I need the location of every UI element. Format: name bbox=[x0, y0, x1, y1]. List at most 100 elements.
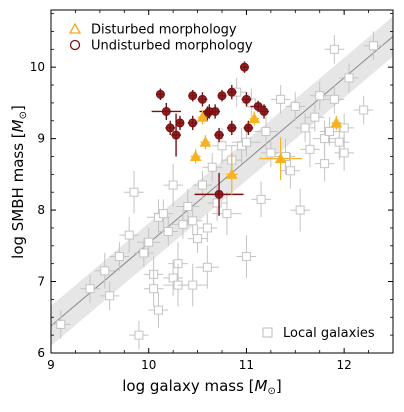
legend-label: Undisturbed morphology bbox=[91, 39, 253, 54]
y-tick-label: 9 bbox=[37, 132, 45, 146]
local-galaxy-point bbox=[324, 35, 345, 64]
local-galaxy-point bbox=[124, 170, 144, 214]
y-axis-label: log SMBH mass [M⊙] bbox=[9, 105, 29, 259]
undisturbed-point bbox=[151, 102, 181, 121]
disturbed-marker bbox=[196, 111, 209, 122]
undisturbed-marker bbox=[227, 87, 237, 97]
local-galaxy-point bbox=[319, 117, 340, 146]
local-galaxy-point bbox=[270, 85, 291, 114]
local-galaxy-point bbox=[192, 170, 213, 200]
local-galaxy-marker bbox=[129, 187, 139, 197]
undisturbed-point bbox=[155, 88, 165, 101]
local-galaxy-marker bbox=[188, 216, 198, 226]
local-galaxy-marker bbox=[193, 234, 203, 244]
undisturbed-point bbox=[226, 85, 237, 100]
local-galaxy-marker bbox=[85, 284, 95, 294]
disturbed-marker bbox=[330, 116, 343, 128]
local-galaxy-marker bbox=[188, 280, 198, 290]
local-galaxy-marker bbox=[276, 94, 286, 104]
undisturbed-marker bbox=[214, 130, 224, 140]
local-galaxy-marker bbox=[197, 180, 207, 190]
undisturbed-layer bbox=[151, 61, 269, 216]
local-galaxy-point bbox=[136, 227, 161, 257]
disturbed-point bbox=[199, 135, 212, 150]
undisturbed-marker bbox=[253, 101, 263, 111]
x-axis-label: log galaxy mass [M⊙] bbox=[122, 377, 282, 397]
undisturbed-marker bbox=[165, 123, 175, 133]
relation-band-layer bbox=[51, 16, 393, 346]
local-galaxy-marker bbox=[139, 248, 149, 258]
disturbed-point bbox=[189, 149, 202, 164]
local-galaxy-point bbox=[261, 138, 281, 168]
local-galaxy-marker bbox=[329, 44, 339, 54]
local-galaxy-marker bbox=[158, 209, 168, 219]
x-tick-label: 9 bbox=[47, 358, 55, 372]
local-galaxy-point bbox=[143, 270, 164, 307]
undisturbed-point bbox=[165, 120, 176, 136]
undisturbed-point bbox=[175, 115, 185, 131]
axis-ticks: 9 10 11 12 6 7 8 9 10 bbox=[30, 10, 394, 372]
local-galaxy-marker bbox=[368, 41, 378, 51]
local-galaxy-marker bbox=[339, 123, 349, 133]
disturbed-marker bbox=[248, 112, 261, 124]
legend-entry: Undisturbed morphology bbox=[69, 39, 253, 54]
local-galaxy-point bbox=[119, 217, 139, 253]
disturbed-point bbox=[196, 110, 209, 125]
y-tick-label: 10 bbox=[30, 60, 45, 74]
local-galaxy-marker bbox=[163, 227, 173, 237]
local-galaxy-point bbox=[109, 242, 130, 271]
disturbed-point bbox=[248, 111, 261, 126]
local-galaxy-marker bbox=[305, 144, 315, 154]
local-galaxy-point bbox=[254, 113, 278, 150]
local-galaxy-marker bbox=[285, 166, 295, 176]
disturbed-point bbox=[225, 152, 238, 196]
undisturbed-marker bbox=[161, 106, 171, 116]
local-galaxy-point bbox=[236, 235, 257, 278]
y-tick-label: 6 bbox=[37, 346, 45, 360]
local-galaxy-point bbox=[363, 31, 384, 61]
legend-entry: Disturbed morphology bbox=[68, 22, 237, 38]
x-tick-label: 12 bbox=[337, 358, 352, 372]
undisturbed-point bbox=[187, 115, 198, 131]
undisturbed-point bbox=[239, 61, 249, 73]
undisturbed-point bbox=[194, 172, 244, 216]
local-galaxy-marker bbox=[153, 305, 163, 315]
x-tick-label: 10 bbox=[141, 358, 156, 372]
undisturbed-point bbox=[241, 92, 252, 107]
local-galaxy-marker bbox=[266, 148, 276, 158]
circle-icon bbox=[69, 39, 81, 51]
local-galaxy-point bbox=[353, 95, 374, 125]
local-galaxy-point bbox=[329, 124, 350, 161]
local-galaxy-marker bbox=[207, 162, 217, 172]
undisturbed-marker bbox=[214, 189, 224, 199]
disturbed-marker bbox=[225, 168, 238, 179]
local-galaxy-point bbox=[134, 238, 154, 268]
local-galaxy-marker bbox=[149, 284, 159, 294]
undisturbed-point bbox=[243, 120, 254, 136]
y-tick-label: 8 bbox=[37, 203, 45, 217]
local-galaxy-marker bbox=[300, 123, 310, 133]
undisturbed-marker bbox=[197, 94, 207, 104]
undisturbed-marker bbox=[217, 91, 227, 101]
local-galaxy-marker bbox=[105, 291, 115, 301]
local-galaxy-point bbox=[187, 224, 208, 253]
local-galaxy-marker bbox=[217, 141, 227, 151]
local-galaxy-marker bbox=[124, 230, 134, 240]
undisturbed-marker bbox=[239, 62, 249, 72]
local-galaxy-point bbox=[309, 81, 330, 111]
local-galaxy-point bbox=[334, 135, 354, 171]
undisturbed-point bbox=[226, 120, 237, 136]
local-galaxy-marker bbox=[359, 105, 369, 115]
local-galaxy-point bbox=[129, 320, 149, 350]
disturbed-point bbox=[330, 115, 343, 131]
local-galaxy-marker bbox=[178, 219, 188, 229]
disturbed-marker bbox=[199, 136, 212, 147]
local-galaxy-point bbox=[202, 152, 222, 182]
local-galaxy-marker bbox=[320, 134, 330, 144]
triangle-icon bbox=[68, 22, 82, 34]
disturbed-point bbox=[259, 137, 303, 181]
local-galaxy-marker bbox=[241, 137, 251, 147]
local-galaxy-marker bbox=[329, 94, 339, 104]
y-tick-label: 7 bbox=[37, 275, 45, 289]
